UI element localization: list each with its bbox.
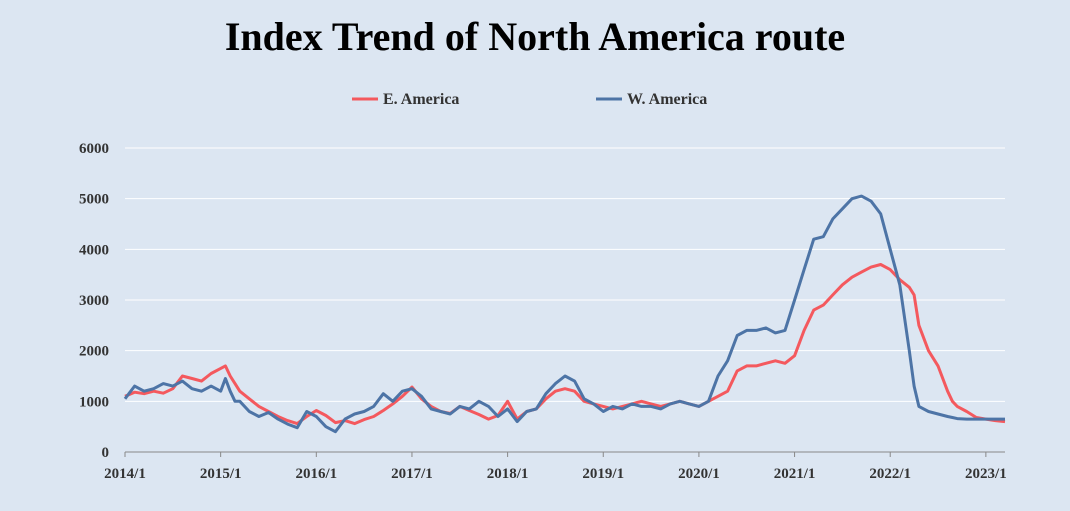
x-tick-label: 2017/1 [391, 466, 433, 482]
chart-title: Index Trend of North America route [225, 14, 845, 59]
y-tick-label: 6000 [79, 141, 109, 157]
x-tick-label: 2018/1 [487, 466, 529, 482]
x-tick-label: 2015/1 [200, 466, 242, 482]
x-tick-label: 2022/1 [869, 466, 911, 482]
y-tick-label: 2000 [79, 344, 109, 360]
x-axis-ticks: 2014/1 2015/1 2016/1 2017/1 2018/1 2019/1 2020… [104, 452, 1007, 482]
legend-label-e-america: E. America [383, 91, 459, 108]
y-axis-ticks: 0 1000 2000 3000 4000 5000 6000 [79, 141, 109, 461]
y-tick-label: 5000 [79, 192, 109, 208]
gridlines [125, 147, 1005, 402]
legend-label-w-america: W. America [627, 91, 707, 108]
series-line-e-america [124, 263, 1006, 426]
x-tick-label: 2019/1 [582, 466, 624, 482]
x-tick-label: 2023/1 [965, 466, 1007, 482]
legend: E. America W. America [352, 91, 707, 108]
y-tick-label: 1000 [79, 394, 109, 410]
y-tick-label: 3000 [79, 293, 109, 309]
y-tick-label: 0 [102, 445, 110, 461]
series-line-w-america [123, 194, 1005, 434]
x-tick-label: 2016/1 [295, 466, 337, 482]
y-tick-label: 4000 [79, 242, 109, 258]
x-tick-label: 2014/1 [104, 466, 146, 482]
x-tick-label: 2020/1 [678, 466, 720, 482]
x-tick-label: 2021/1 [774, 466, 816, 482]
series-lines [123, 194, 1006, 434]
